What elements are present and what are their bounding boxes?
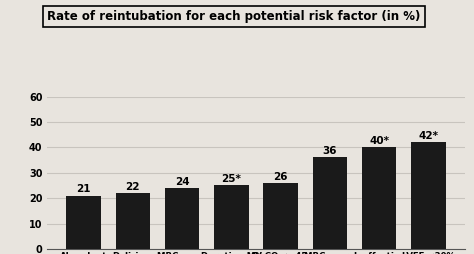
Text: 42*: 42*: [419, 131, 438, 141]
Bar: [66, 196, 101, 249]
Text: 36: 36: [323, 146, 337, 156]
Text: 21: 21: [76, 184, 91, 194]
Text: PaCO₂ > 45: PaCO₂ > 45: [254, 252, 308, 254]
Bar: [116, 193, 150, 249]
Text: MRC score: MRC score: [156, 252, 208, 254]
Text: Duration MV: Duration MV: [201, 252, 262, 254]
Text: Ineffective: Ineffective: [353, 252, 405, 254]
Bar: [362, 147, 396, 249]
Text: Abundant: Abundant: [60, 252, 107, 254]
Text: 40*: 40*: [369, 136, 389, 146]
Bar: [411, 142, 446, 249]
Bar: [165, 188, 200, 249]
Text: MRC score: MRC score: [304, 252, 356, 254]
Text: 24: 24: [175, 177, 190, 187]
Text: LVEF ≤30%: LVEF ≤30%: [402, 252, 455, 254]
Text: Delirium: Delirium: [112, 252, 154, 254]
Bar: [312, 157, 347, 249]
Text: 26: 26: [273, 172, 288, 182]
Text: Rate of reintubation for each potential risk factor (in %): Rate of reintubation for each potential …: [47, 10, 421, 23]
Bar: [214, 185, 248, 249]
Text: 22: 22: [126, 182, 140, 192]
Text: 25*: 25*: [221, 174, 241, 184]
Bar: [264, 183, 298, 249]
